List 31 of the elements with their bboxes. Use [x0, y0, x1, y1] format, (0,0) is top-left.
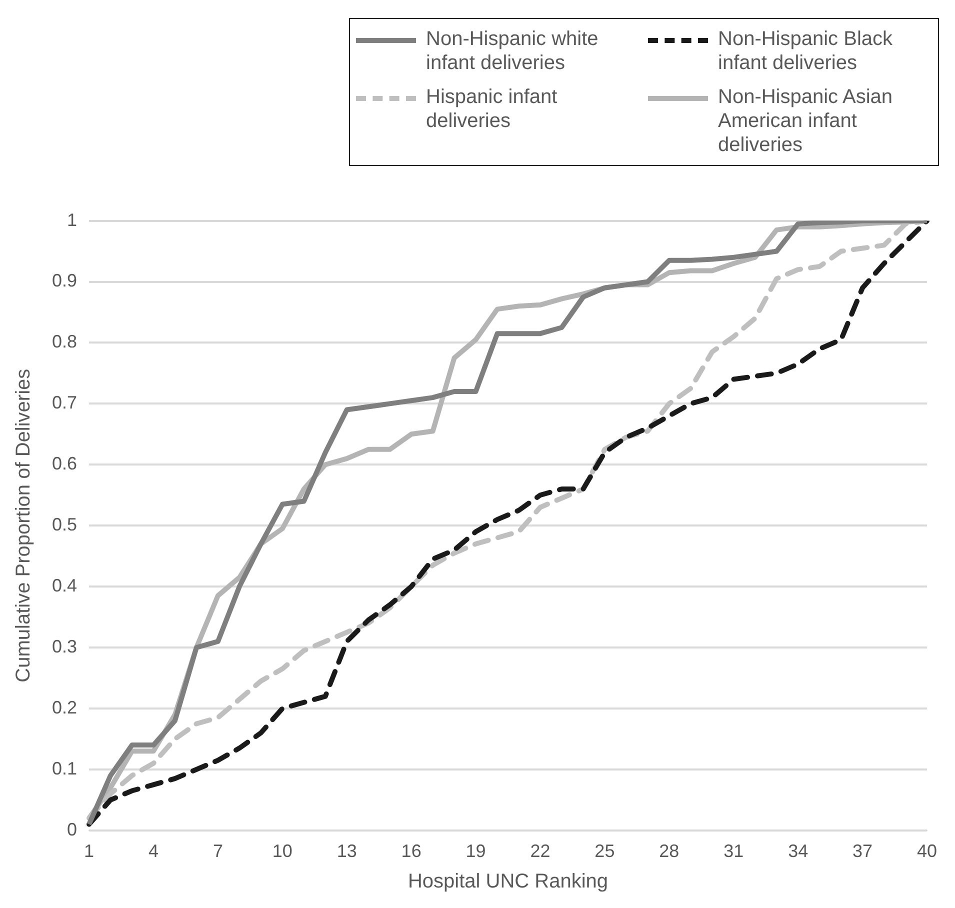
legend-label: Non-Hispanic Black infant deliveries	[718, 27, 894, 75]
y-tick-label: 0.7	[52, 392, 78, 413]
y-tick-label: 0.4	[52, 576, 78, 596]
x-tick-label: 37	[852, 841, 873, 862]
y-tick-label: 1	[67, 210, 78, 230]
y-tick-label: 0	[67, 819, 78, 840]
x-tick-label: 31	[724, 841, 744, 862]
y-tick-label: 0.5	[52, 514, 78, 535]
x-tick-label: 13	[336, 841, 357, 862]
x-tick-label: 7	[212, 841, 223, 862]
x-tick-label: 34	[788, 841, 808, 862]
x-tick-label: 22	[530, 841, 550, 862]
y-tick-label: 0.2	[52, 697, 78, 718]
x-tick-label: 4	[148, 841, 158, 862]
x-tick-label: 28	[659, 841, 680, 862]
legend-label: Non-Hispanic Asian American infant deliveries	[718, 85, 894, 157]
x-axis-title: Hospital UNC Ranking	[408, 870, 608, 893]
x-tick-label: 19	[466, 841, 486, 862]
y-tick-label: 0.6	[52, 454, 78, 474]
x-tick-label: 1	[84, 841, 94, 862]
x-tick-label: 40	[916, 841, 938, 862]
x-tick-label: 25	[594, 841, 615, 862]
y-tick-label: 0.3	[52, 636, 78, 656]
x-tick-label: 16	[401, 841, 422, 862]
legend-label: Hispanic infant deliveries	[426, 85, 558, 133]
legend-label: Non-Hispanic white infant deliveries	[426, 27, 600, 75]
y-tick-label: 0.1	[52, 758, 78, 778]
y-axis-title: Cumulative Proportion of Deliveries	[12, 368, 35, 682]
y-tick-label: 0.8	[52, 332, 78, 352]
x-tick-label: 10	[272, 841, 292, 862]
y-tick-label: 0.9	[52, 270, 78, 291]
